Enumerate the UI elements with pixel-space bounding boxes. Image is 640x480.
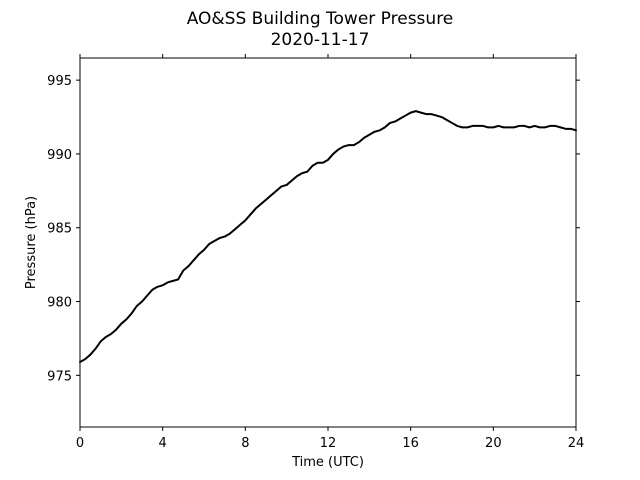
pressure-series-line (79, 110, 577, 364)
chart-title: AO&SS Building Tower Pressure (187, 9, 454, 29)
chart-subtitle: 2020-11-17 (271, 30, 370, 50)
y-tick-label: 990 (47, 148, 72, 163)
y-tick-label: 975 (47, 369, 72, 384)
y-axis-label: Pressure (hPa) (24, 196, 39, 289)
x-tick-label: 4 (159, 436, 167, 451)
x-tick-label: 0 (76, 436, 84, 451)
axis-ticks: 0 4 8 12 16 20 24 975 980 985 990 995 (47, 54, 584, 451)
y-tick-label: 995 (47, 74, 72, 89)
x-tick-label: 16 (402, 436, 419, 451)
x-axis-label: Time (UTC) (291, 455, 364, 470)
series-layer (79, 110, 577, 364)
x-tick-label: 20 (485, 436, 502, 451)
x-tick-label: 12 (320, 436, 337, 451)
x-tick-label: 8 (241, 436, 249, 451)
x-tick-label: 24 (568, 436, 585, 451)
y-tick-label: 985 (47, 222, 72, 237)
y-tick-label: 980 (47, 296, 72, 311)
plot-area-frame (79, 57, 577, 428)
